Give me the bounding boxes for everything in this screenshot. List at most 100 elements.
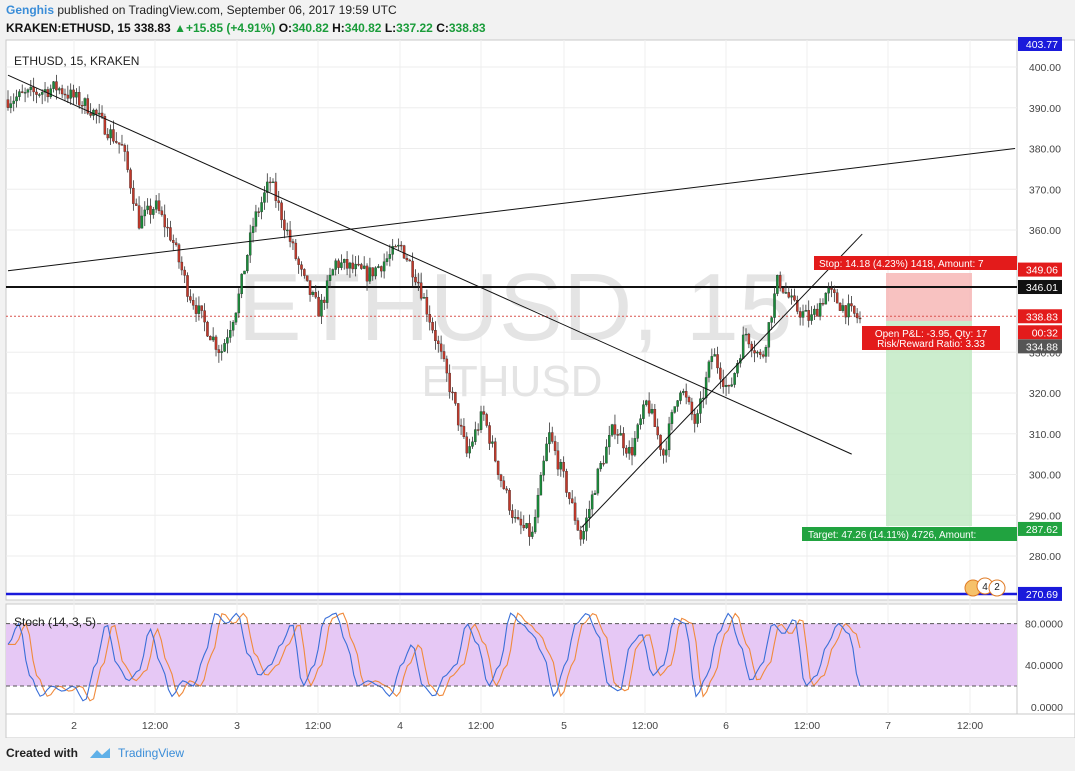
candle-body	[776, 275, 779, 294]
candle-body	[351, 262, 355, 270]
target-zone	[886, 321, 972, 526]
candle-body	[442, 351, 446, 360]
x-tick-label: 12:00	[632, 720, 658, 732]
candle-body	[183, 269, 186, 276]
candle-body	[613, 424, 617, 435]
candle-body	[331, 269, 335, 276]
target-label-box[interactable]: Target: 47.26 (14.11%) 4726, Amount:	[802, 527, 1017, 541]
candle-body	[317, 296, 320, 317]
candle-body	[417, 281, 420, 284]
candle-body	[582, 530, 585, 540]
candle-body	[551, 432, 554, 442]
candle-body	[653, 409, 657, 427]
candle-body	[662, 449, 665, 456]
symbol-label: KRAKEN:ETHUSD, 15	[6, 21, 131, 35]
candle-body	[286, 229, 289, 232]
y-tick-label: 300.00	[1029, 470, 1061, 482]
candle-body	[95, 109, 98, 115]
candle-body	[177, 244, 181, 263]
candle-body	[126, 151, 129, 170]
x-tick-label: 7	[885, 720, 891, 732]
price-label-stop-bg	[1018, 262, 1062, 277]
candle-body	[437, 340, 440, 345]
candle-body	[189, 296, 192, 301]
event-badges[interactable]: 4 2	[964, 577, 1006, 597]
candle-body	[650, 409, 654, 414]
candle-body	[72, 89, 75, 98]
candle-body	[69, 89, 72, 99]
candle-body	[494, 441, 497, 462]
price-chart[interactable]: ETHUSD, 15 ETHUSD 400.00390.00380.00370.…	[0, 0, 1075, 738]
candle-body	[528, 523, 531, 537]
candle-body	[773, 293, 776, 318]
candle-body	[619, 433, 622, 436]
pl-label-box[interactable]: Open P&L: -3.95, Qty: 17 Risk/Reward Rat…	[862, 326, 1000, 350]
candle-body	[419, 282, 423, 299]
y-tick-label: 400.00	[1029, 62, 1061, 74]
candle-body	[231, 322, 235, 331]
chart-header: Genghis published on TradingView.com, Se…	[0, 0, 1075, 40]
stop-zone	[886, 273, 972, 321]
candle-body	[6, 99, 10, 108]
author-link[interactable]: Genghis	[6, 3, 55, 17]
candle-body	[237, 293, 241, 314]
candle-body	[451, 391, 454, 394]
candle-body	[516, 516, 520, 520]
price-label-last-bg	[1018, 309, 1062, 324]
event-badge-4: 4	[982, 582, 988, 593]
candle-body	[414, 276, 417, 283]
candle-body	[411, 260, 414, 278]
candle-body	[559, 461, 563, 470]
candle-body	[716, 354, 719, 369]
candle-body	[163, 214, 166, 228]
candle-body	[86, 98, 90, 114]
candle-body	[129, 169, 132, 189]
candle-body	[77, 92, 81, 106]
candle-body	[303, 269, 306, 276]
candle-body	[240, 273, 243, 295]
candle-body	[522, 524, 526, 529]
candle-body	[462, 426, 466, 437]
candle-body	[422, 297, 426, 299]
candle-body	[325, 280, 329, 303]
candle-body	[545, 443, 548, 462]
candle-body	[835, 292, 839, 304]
candle-body	[633, 438, 637, 456]
candle-body	[9, 103, 13, 108]
candle-body	[157, 200, 161, 211]
candle-body	[246, 255, 249, 272]
candle-body	[793, 295, 796, 301]
tradingview-brand-link[interactable]: TradingView	[118, 746, 185, 760]
y-tick-label: 360.00	[1029, 225, 1061, 237]
x-tick-label: 3	[234, 720, 240, 732]
candle-body	[830, 287, 833, 290]
candle-body	[684, 391, 688, 398]
stop-label-box[interactable]: Stop: 14.18 (4.23%) 1418, Amount: 7	[814, 256, 1017, 270]
candle-body	[268, 181, 272, 184]
candle-body	[827, 287, 830, 294]
candle-body	[243, 270, 246, 275]
candle-body	[340, 262, 343, 268]
candle-body	[858, 317, 862, 320]
up-arrow-icon: ▲	[174, 21, 186, 35]
price-label-countdown: 00:32	[1018, 325, 1062, 340]
event-badge-2: 2	[994, 582, 1000, 593]
candle-body	[385, 258, 389, 262]
candle-body	[311, 292, 315, 295]
candle-body	[254, 211, 258, 227]
candle-body	[562, 461, 565, 472]
candle-body	[531, 531, 534, 537]
target-label: Target: 47.26 (14.11%) 4726, Amount:	[808, 530, 976, 541]
open-pl-label: Open P&L: -3.95, Qty: 17	[875, 329, 988, 340]
candle-body	[488, 425, 491, 444]
candle-body	[200, 305, 204, 311]
candle-body	[211, 336, 215, 341]
candle-body	[610, 424, 614, 436]
candle-body	[707, 361, 711, 378]
candle-body	[519, 518, 523, 526]
candle-body	[197, 305, 201, 314]
candle-body	[80, 105, 84, 107]
candle-body	[456, 403, 460, 426]
candle-body	[140, 215, 144, 229]
candle-body	[154, 200, 158, 210]
